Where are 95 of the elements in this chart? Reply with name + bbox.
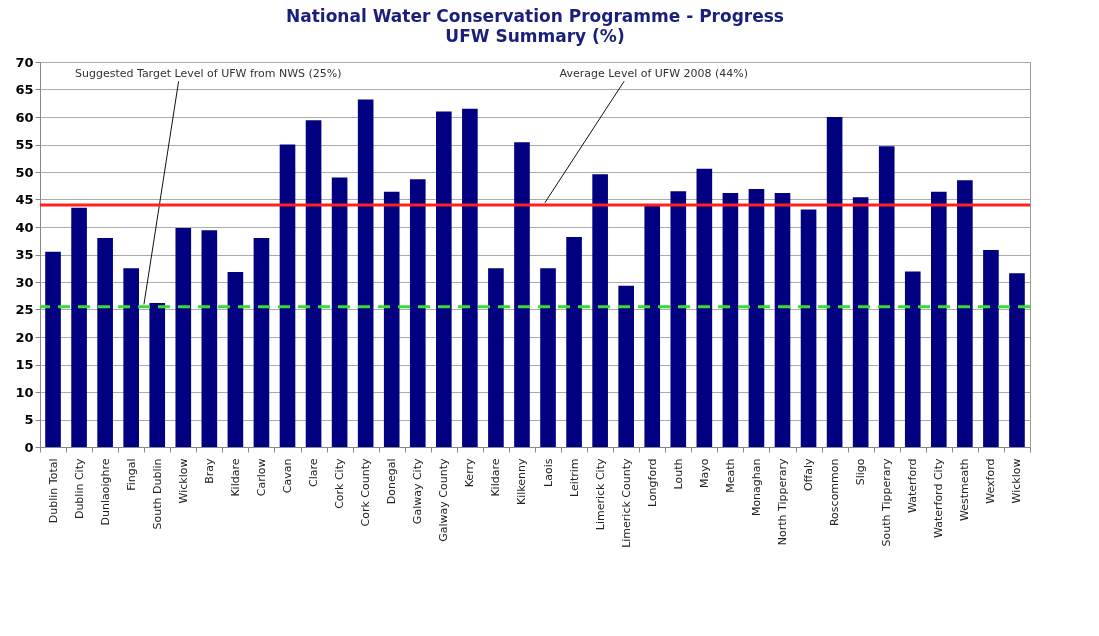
bar — [331, 177, 348, 447]
x-tick-label: Kildare — [489, 458, 503, 497]
ref-line-label: Suggested Target Level of UFW from NWS (25%) — [75, 66, 342, 80]
bar — [722, 192, 739, 447]
bar — [149, 302, 166, 447]
bar — [592, 174, 608, 447]
y-tick-label: 65 — [15, 82, 34, 97]
y-tick-label: 40 — [15, 219, 34, 235]
bar — [774, 192, 791, 447]
bar — [696, 168, 713, 447]
bar — [227, 272, 244, 447]
x-tick-label: Waterford — [906, 458, 920, 513]
x-tick-label: Mayo — [697, 458, 711, 488]
bar — [97, 238, 113, 447]
ref-line-label: Average Level of UFW 2008 (44%) — [559, 66, 749, 80]
bar — [670, 191, 687, 447]
bar — [488, 268, 504, 447]
x-tick-label: Laois — [541, 458, 555, 487]
bar — [957, 180, 973, 447]
y-tick-label: 30 — [15, 274, 34, 290]
bar — [514, 142, 530, 447]
bar — [123, 268, 139, 447]
x-tick-label: Kildare — [228, 458, 242, 497]
x-tick-label: Galway City — [411, 458, 425, 525]
bar — [983, 250, 999, 447]
x-tick-label: Clare — [307, 458, 321, 488]
x-tick-label: Offaly — [802, 458, 816, 492]
x-tick-label: South Dublin — [150, 458, 164, 530]
bar — [279, 144, 296, 447]
x-tick-label: Galway County — [437, 458, 451, 542]
y-tick-label: 60 — [15, 109, 34, 125]
chart-title: National Water Conservation Programme - Progress — [286, 6, 784, 26]
bar — [409, 179, 426, 447]
bar — [540, 268, 556, 447]
x-tick-label: Longford — [645, 458, 659, 508]
x-tick-label: Meath — [723, 458, 737, 493]
bar — [45, 251, 61, 447]
x-tick-label: Dublin City — [72, 458, 86, 520]
x-tick-label: Cavan — [281, 458, 294, 494]
bar — [931, 191, 947, 447]
x-tick-label: Limerick City — [593, 458, 607, 531]
x-tick-label: Dunlaoighre — [98, 458, 112, 526]
bar — [305, 120, 322, 447]
y-tick-label: 15 — [15, 357, 34, 372]
bar — [852, 197, 869, 447]
y-tick-label: 45 — [15, 192, 34, 207]
x-tick-label: Wexford — [984, 458, 998, 504]
bar — [1009, 273, 1025, 447]
bar — [748, 189, 765, 447]
x-tick-label: Bray — [202, 458, 216, 484]
x-tick-label: Limerick County — [619, 458, 633, 548]
bar — [201, 230, 218, 447]
y-tick-label: 50 — [15, 164, 34, 180]
x-tick-label: Wicklow — [1010, 458, 1024, 504]
bar — [878, 146, 895, 447]
bar — [904, 271, 921, 447]
bar — [71, 207, 87, 447]
y-tick-label: 35 — [15, 247, 34, 262]
bar — [618, 285, 634, 447]
x-tick-label: Dublin Total — [46, 458, 60, 524]
x-tick-label: Cork City — [333, 458, 347, 509]
y-tick-label: 5 — [24, 412, 34, 427]
bar — [253, 238, 270, 447]
x-tick-label: Kerry — [463, 458, 477, 488]
x-tick-label: Donegal — [385, 458, 399, 505]
bar — [462, 108, 478, 447]
bar — [644, 206, 661, 447]
bar — [800, 209, 817, 447]
x-tick-label: Waterford City — [932, 458, 946, 538]
x-tick-label: Roscommon — [828, 458, 842, 527]
bar — [357, 99, 374, 447]
y-tick-label: 25 — [15, 302, 34, 317]
x-tick-label: Cork County — [359, 458, 373, 527]
y-tick-label: 55 — [15, 137, 34, 152]
x-tick-label: Carlow — [254, 458, 268, 497]
x-tick-label: Leitrim — [567, 458, 581, 497]
bar — [826, 117, 843, 447]
x-tick-label: South Tipperary — [880, 458, 894, 547]
y-tick-label: 10 — [15, 384, 34, 400]
chart-subtitle: UFW Summary (%) — [445, 26, 625, 46]
y-tick-label: 0 — [24, 439, 34, 455]
x-tick-label: Fingal — [124, 458, 138, 491]
bar — [383, 191, 400, 447]
x-tick-label: Sligo — [854, 458, 868, 486]
y-tick-label: 70 — [15, 54, 34, 70]
y-tick-label: 20 — [15, 329, 34, 345]
x-tick-label: Kilkenny — [515, 458, 529, 506]
x-tick-label: North Tipperary — [776, 458, 789, 546]
bar — [175, 228, 192, 447]
bar — [566, 236, 582, 447]
x-tick-label: Louth — [671, 458, 685, 490]
x-tick-label: Wicklow — [176, 458, 190, 504]
bar — [436, 111, 452, 447]
x-tick-label: Monaghan — [749, 458, 763, 517]
x-tick-label: Westmeath — [958, 458, 972, 522]
